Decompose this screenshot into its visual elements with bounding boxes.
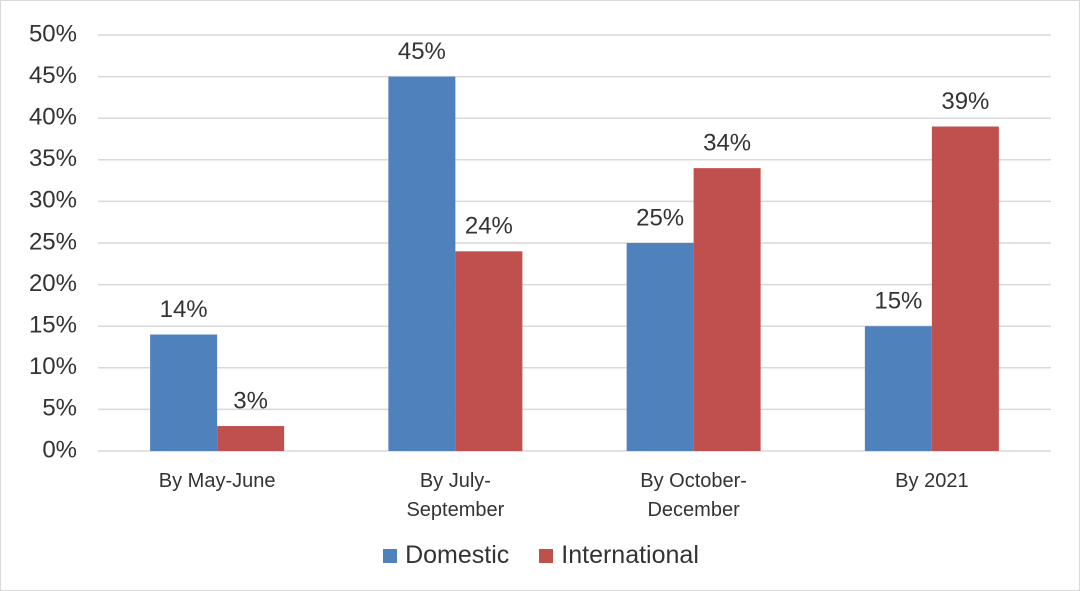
- y-tick-label: 30%: [29, 187, 77, 214]
- x-tick-label: By 2021: [895, 470, 969, 492]
- y-tick-label: 45%: [29, 62, 77, 89]
- bar: [626, 243, 694, 451]
- y-tick-label: 25%: [29, 228, 77, 255]
- legend-swatch: [539, 548, 554, 563]
- bar: [455, 251, 523, 451]
- y-tick-label: 0%: [42, 436, 77, 463]
- y-tick-label: 35%: [29, 145, 77, 172]
- bar: [864, 326, 932, 451]
- y-tick-label: 15%: [29, 312, 77, 339]
- data-label: 45%: [398, 38, 446, 65]
- data-label: 14%: [160, 296, 208, 323]
- legend-label: Domestic: [405, 541, 510, 569]
- bar: [388, 76, 456, 451]
- data-label: 34%: [703, 129, 751, 156]
- bar: [150, 334, 218, 451]
- bar: [217, 426, 285, 451]
- legend-item: International: [539, 541, 699, 570]
- data-label: 25%: [636, 204, 684, 231]
- x-tick-label: By July-September: [406, 470, 505, 521]
- data-label: 39%: [941, 88, 989, 115]
- y-tick-label: 20%: [29, 270, 77, 297]
- x-tick-label: By May-June: [158, 470, 276, 492]
- data-label: 24%: [465, 213, 513, 240]
- legend-label: International: [561, 541, 699, 569]
- data-label: 15%: [874, 288, 922, 315]
- legend-swatch: [383, 548, 398, 563]
- y-tick-label: 10%: [29, 353, 77, 380]
- data-label: 3%: [233, 387, 268, 414]
- y-tick-label: 5%: [42, 395, 77, 422]
- y-tick-label: 50%: [29, 20, 77, 47]
- bar: [931, 126, 999, 452]
- legend: Domestic International: [1, 541, 1079, 570]
- y-tick-label: 40%: [29, 104, 77, 131]
- x-tick-label: By October-December: [640, 470, 747, 521]
- legend-item: Domestic: [383, 541, 509, 570]
- bar: [693, 168, 761, 451]
